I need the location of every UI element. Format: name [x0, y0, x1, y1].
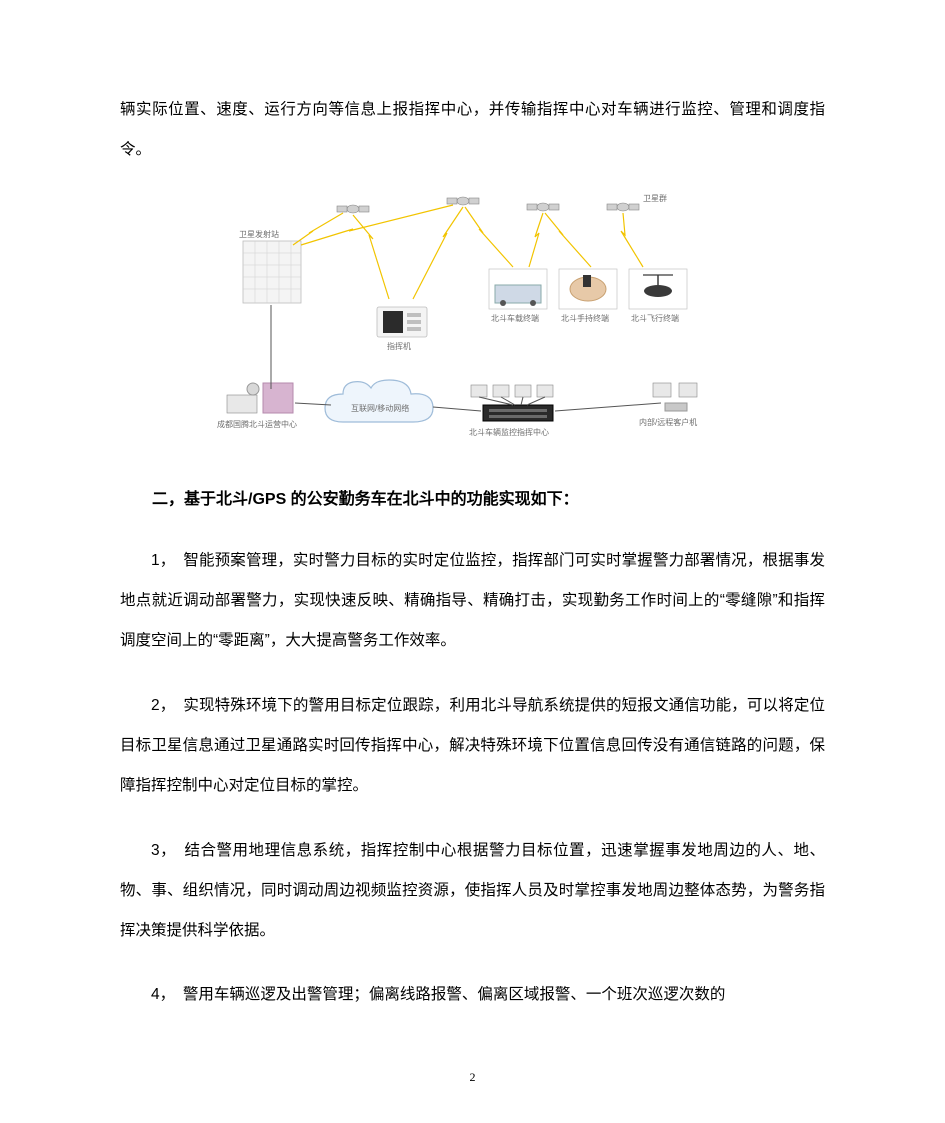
commander-label: 指挥机: [387, 341, 411, 351]
satellite-1-icon: [337, 205, 369, 213]
ops-center-icon: [227, 383, 293, 413]
satellite-3-icon: [527, 203, 559, 211]
ops-center-label: 成都国腾北斗运营中心: [217, 419, 297, 429]
network-cloud-icon: [325, 380, 433, 422]
intro-paragraph: 辆实际位置、速度、运行方向等信息上报指挥中心，并传输指挥中心对车辆进行监控、管理…: [120, 90, 825, 171]
page-number: 2: [0, 1070, 945, 1085]
satellite-group-label: 卫星群: [643, 193, 667, 203]
list-item: 3， 结合警用地理信息系统，指挥控制中心根据警力目标位置，迅速掌握事发地周边的人…: [120, 831, 825, 952]
client-machines-icon: [653, 383, 697, 411]
bolt-icon: [621, 213, 643, 267]
flight-terminal-label: 北斗飞行终端: [631, 313, 679, 323]
list-item: 4， 警用车辆巡逻及出警管理；偏离线路报警、偏离区域报警、一个班次巡逻次数的: [120, 975, 825, 1015]
bolt-icon: [301, 205, 453, 245]
vehicle-terminal-label: 北斗车载终端: [491, 313, 539, 323]
bolt-icon: [529, 213, 543, 267]
ground-station-icon: [243, 241, 301, 303]
bolt-icon: [413, 207, 463, 299]
client-label: 内部/远程客户机: [639, 417, 697, 427]
section-heading: 二，基于北斗/GPS 的公安勤务车在北斗中的功能实现如下：: [120, 482, 825, 517]
commander-device-icon: [377, 307, 427, 337]
bolt-icon: [353, 215, 389, 299]
handheld-terminal-label: 北斗手持终端: [561, 313, 609, 323]
list-item: 2， 实现特殊环境下的警用目标定位跟踪，利用北斗导航系统提供的短报文通信功能，可…: [120, 686, 825, 807]
ground-station-label: 卫星发射站: [239, 229, 279, 239]
satellite-4-icon: [607, 203, 639, 211]
command-center-label: 北斗车辆监控指挥中心: [469, 427, 549, 437]
system-diagram: 卫星群 卫星发射站 指挥机: [213, 189, 733, 454]
satellite-2-icon: [447, 197, 479, 205]
bolt-icon: [545, 213, 591, 267]
cloud-label: 互联网/移动网络: [351, 403, 409, 413]
list-item: 1， 智能预案管理，实时警力目标的实时定位监控，指挥部门可实时掌握警力部署情况，…: [120, 541, 825, 662]
bolt-icon: [465, 207, 513, 267]
